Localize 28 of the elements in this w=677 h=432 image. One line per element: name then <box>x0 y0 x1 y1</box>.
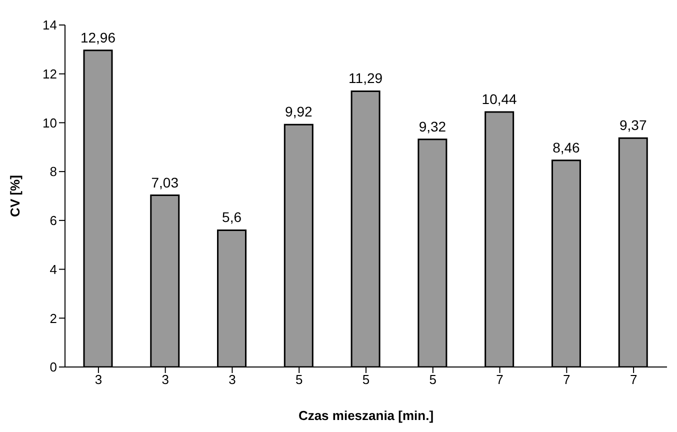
x-axis-title: Czas mieszania [min.] <box>298 408 434 423</box>
y-tick-label: 2 <box>50 310 57 326</box>
y-tick-label: 10 <box>42 115 57 130</box>
y-tick-label: 0 <box>50 360 57 375</box>
data-label: 9,32 <box>418 118 446 134</box>
data-label: 7,03 <box>151 174 179 190</box>
data-label: 9,37 <box>619 117 647 134</box>
y-tick-label: 6 <box>50 213 57 228</box>
x-tick-label: 3 <box>94 372 102 388</box>
y-tick-label: 12 <box>42 66 57 82</box>
data-label: 8,46 <box>552 139 580 156</box>
data-label: 9,92 <box>285 104 313 120</box>
y-tick-label: 14 <box>42 18 57 33</box>
y-axis-title: CV [%] <box>8 175 23 217</box>
x-tick-label: 3 <box>162 372 169 388</box>
data-label: 10,44 <box>482 90 518 107</box>
data-label: 5,6 <box>222 209 242 226</box>
x-tick-label: 3 <box>228 372 236 388</box>
y-tick-label: 4 <box>50 262 57 277</box>
x-tick-label: 5 <box>429 372 437 388</box>
x-tick-label: 5 <box>362 372 370 388</box>
x-tick-label: 7 <box>496 372 504 388</box>
x-tick-label: 7 <box>630 372 638 388</box>
x-tick-label: 7 <box>563 372 570 388</box>
data-label: 12,96 <box>80 29 116 46</box>
data-label: 11,29 <box>348 70 383 86</box>
y-tick-label: 8 <box>50 164 57 180</box>
x-tick-label: 5 <box>295 372 303 388</box>
